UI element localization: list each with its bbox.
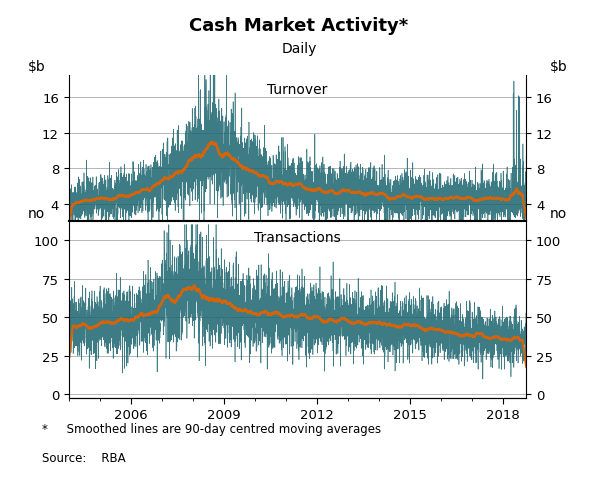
Text: Turnover: Turnover: [267, 83, 328, 97]
Text: no: no: [28, 206, 45, 220]
Text: Source:    RBA: Source: RBA: [42, 451, 126, 465]
Text: $b: $b: [28, 60, 45, 74]
Text: Cash Market Activity*: Cash Market Activity*: [190, 17, 408, 35]
Text: $b: $b: [550, 60, 568, 74]
Text: Daily: Daily: [281, 41, 317, 56]
Text: Transactions: Transactions: [254, 231, 341, 245]
Text: *     Smoothed lines are 90-day centred moving averages: * Smoothed lines are 90-day centred movi…: [42, 422, 381, 435]
Text: no: no: [550, 206, 568, 220]
